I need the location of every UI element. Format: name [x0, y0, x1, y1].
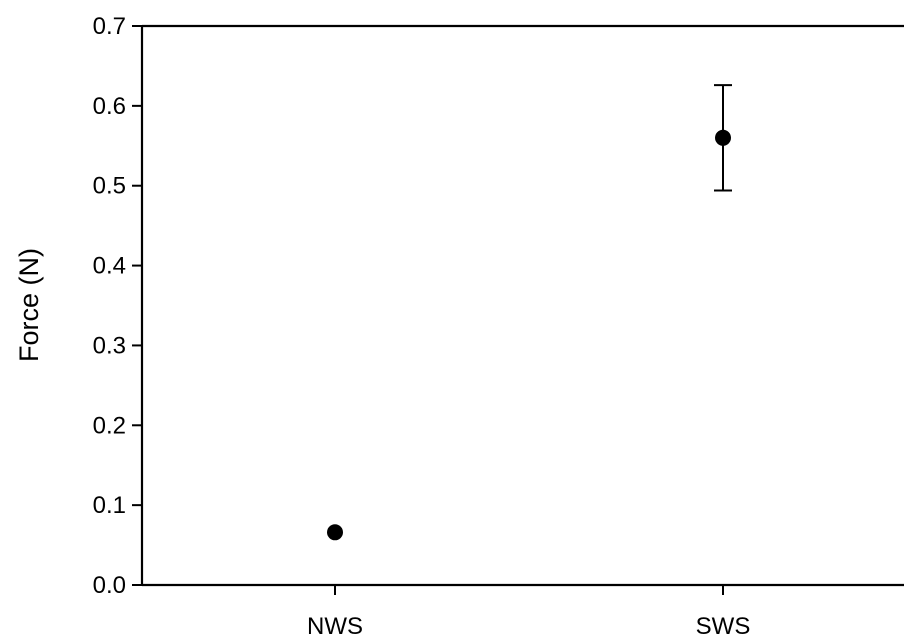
y-tick-label: 0.2 [93, 412, 126, 439]
y-tick-label: 0.0 [93, 572, 126, 599]
y-ticks: 0.0 0.1 0.2 0.3 0.4 0.5 0.6 0.7 [93, 13, 142, 599]
y-tick-label: 0.3 [93, 332, 126, 359]
y-tick-label: 0.6 [93, 93, 126, 120]
x-tick-label: NWS [307, 613, 363, 637]
y-tick-label: 0.4 [93, 253, 126, 280]
x-ticks: NWS SWS [307, 585, 751, 640]
y-tick-label: 0.7 [93, 13, 126, 40]
data-point-nws [327, 524, 343, 541]
y-tick-label: 0.1 [93, 492, 126, 519]
axes [140, 24, 904, 587]
data-marks [327, 84, 732, 541]
y-axis-title: Force (N) [14, 248, 44, 362]
data-point-sws [715, 129, 731, 146]
x-tick-label: SWS [696, 613, 751, 637]
y-tick-label: 0.5 [93, 173, 126, 200]
